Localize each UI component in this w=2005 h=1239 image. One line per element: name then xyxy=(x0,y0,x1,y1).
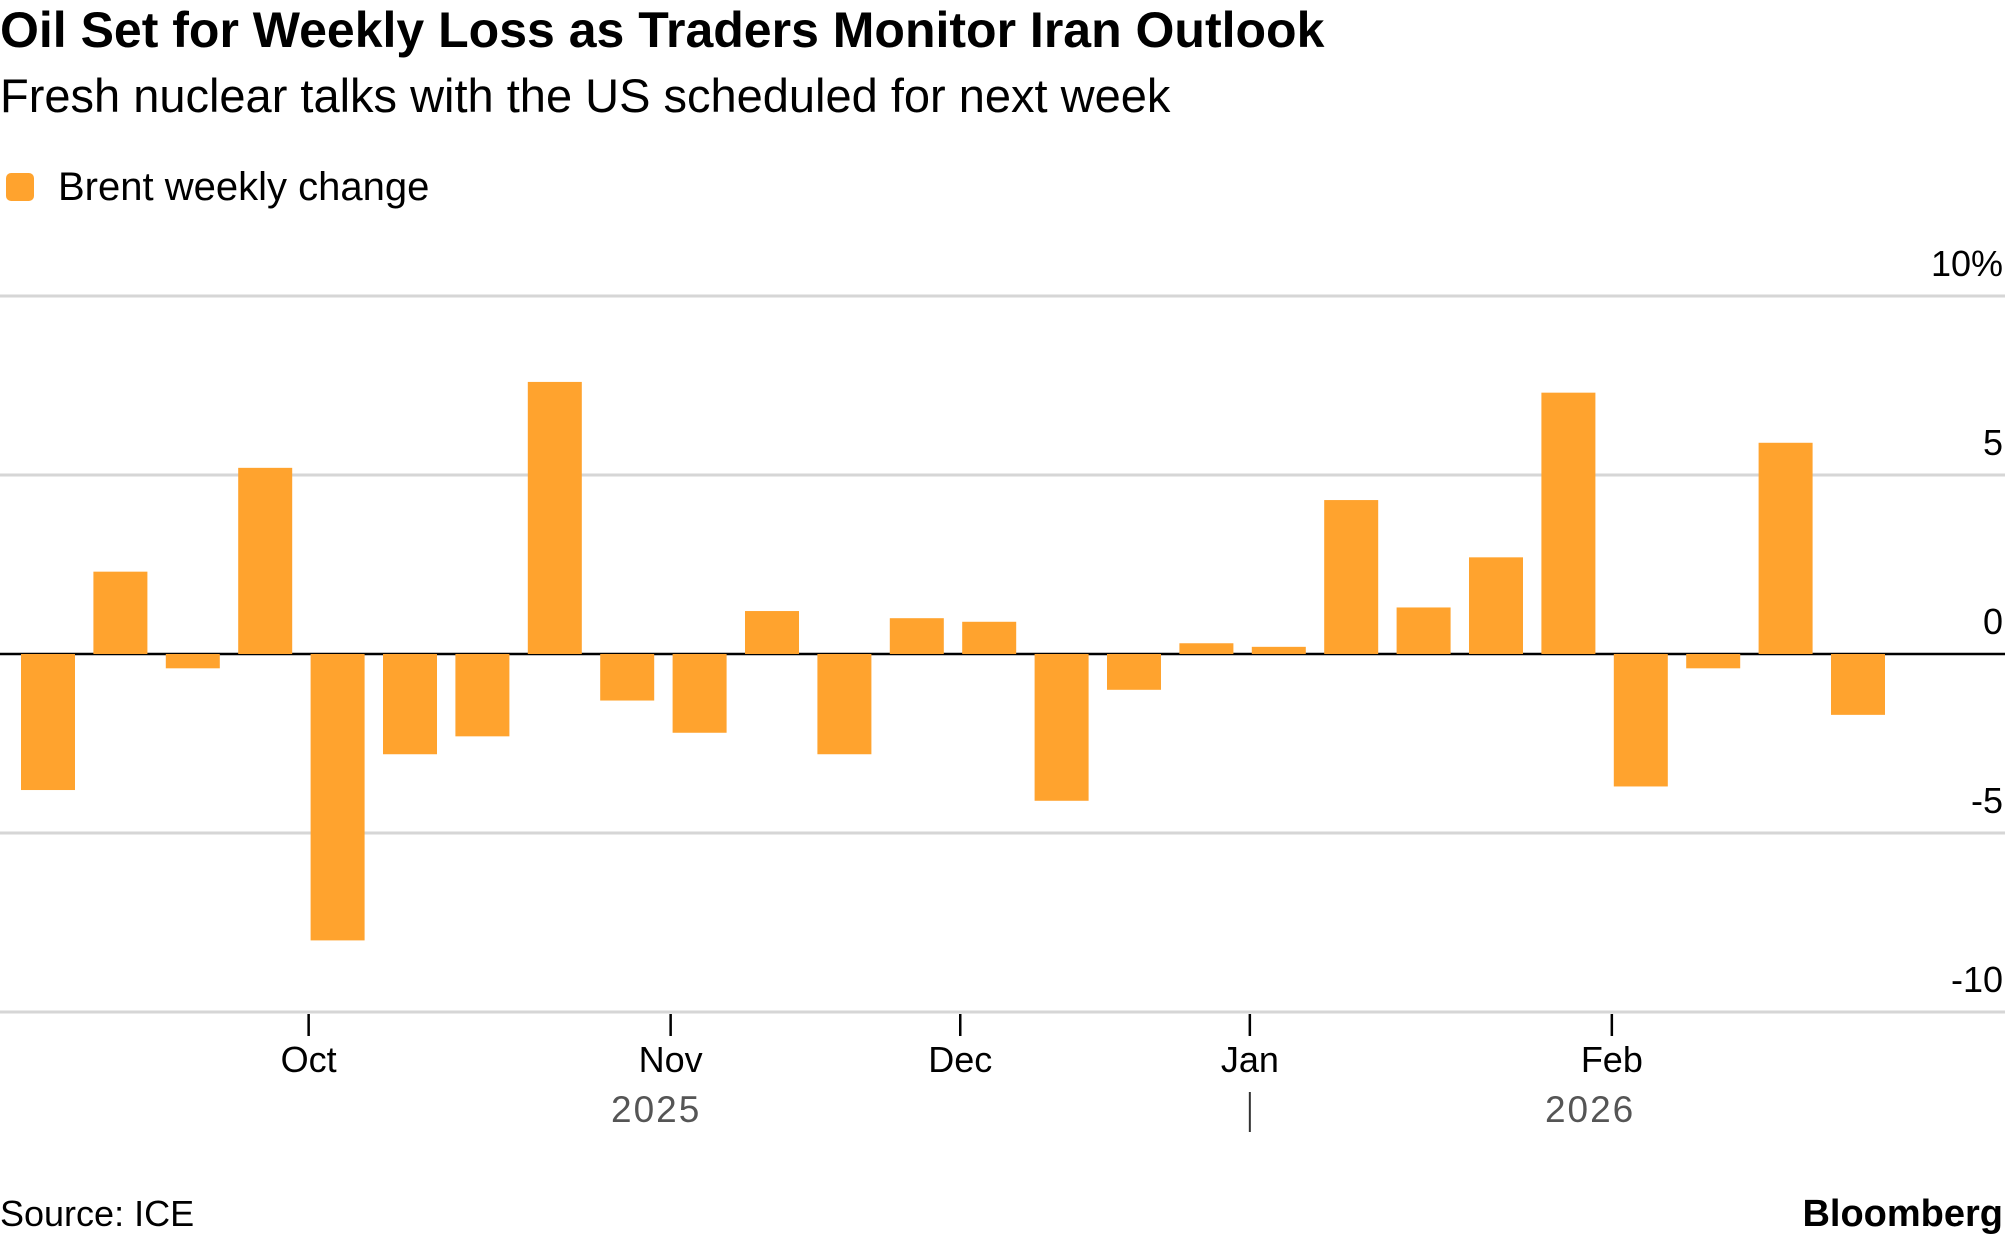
chart-title: Oil Set for Weekly Loss as Traders Monit… xyxy=(0,2,1325,58)
source-note: Source: ICE xyxy=(0,1193,194,1234)
y-tick-label: 10% xyxy=(1931,243,2003,284)
bar xyxy=(672,654,727,733)
bar xyxy=(1107,654,1161,690)
bar xyxy=(1613,654,1668,787)
bar xyxy=(1396,607,1451,654)
bar xyxy=(889,618,944,654)
bars xyxy=(21,381,1885,941)
bar xyxy=(1179,643,1234,654)
bar xyxy=(527,381,582,654)
bar xyxy=(93,571,148,654)
bar xyxy=(165,654,220,669)
y-tick-label: 5 xyxy=(1983,422,2003,463)
bar xyxy=(817,654,872,755)
x-tick-label: Feb xyxy=(1581,1039,1643,1080)
bar xyxy=(1034,654,1089,801)
year-label: 2025 xyxy=(611,1089,701,1130)
bar xyxy=(383,654,437,755)
legend-swatch xyxy=(6,173,34,201)
y-tick-label: -5 xyxy=(1971,780,2003,821)
bar xyxy=(1831,654,1885,715)
bar xyxy=(600,654,655,701)
bar xyxy=(1758,442,1813,654)
year-label: 2026 xyxy=(1545,1089,1635,1130)
bar xyxy=(745,611,799,654)
bar xyxy=(1469,557,1523,654)
y-tick-label: -10 xyxy=(1951,959,2003,1000)
y-axis-labels: 10% 5 0 -5 -10 xyxy=(1931,243,2003,1000)
y-tick-label: 0 xyxy=(1983,601,2003,642)
legend-label: Brent weekly change xyxy=(58,165,429,209)
bar xyxy=(455,654,510,737)
x-tick-label: Dec xyxy=(928,1039,992,1080)
bar xyxy=(1251,646,1306,654)
x-axis: Oct Nov Dec Jan Feb 2025 2026 xyxy=(281,1014,1643,1132)
legend: Brent weekly change xyxy=(6,165,429,209)
x-tick-label: Jan xyxy=(1221,1039,1279,1080)
bloomberg-logo: Bloomberg xyxy=(1802,1193,2003,1235)
x-tick-label: Oct xyxy=(281,1039,337,1080)
bar xyxy=(310,654,365,941)
bar xyxy=(1324,500,1379,654)
x-tick-label: Nov xyxy=(639,1039,703,1080)
bar xyxy=(1686,654,1741,669)
bar xyxy=(238,467,293,654)
bar xyxy=(21,654,75,791)
bar xyxy=(1541,392,1596,654)
chart-subtitle: Fresh nuclear talks with the US schedule… xyxy=(0,69,1171,122)
bar xyxy=(962,621,1017,654)
